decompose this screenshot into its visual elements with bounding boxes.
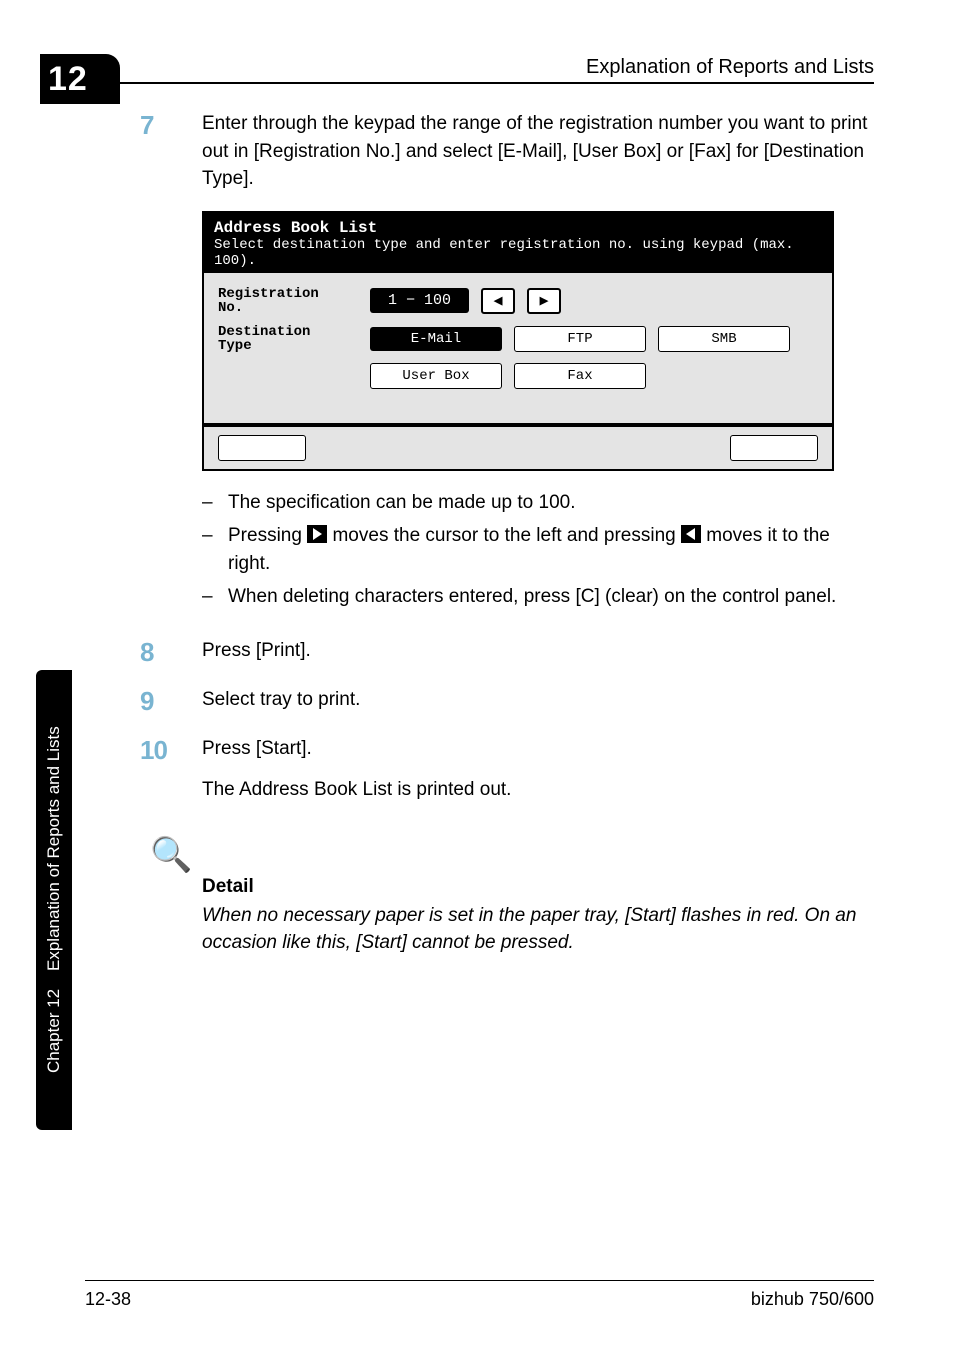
lcd-ftp-button[interactable]: FTP bbox=[514, 326, 646, 352]
lcd-subtitle: Select destination type and enter regist… bbox=[214, 237, 822, 269]
cursor-left-icon bbox=[681, 525, 701, 543]
lcd-screenshot: Address Book List Select destination typ… bbox=[202, 211, 834, 471]
step-7: 7 Enter through the keypad the range of … bbox=[140, 110, 874, 193]
magnifier-icon: 🔍 bbox=[150, 838, 874, 872]
note-1: The specification can be made up to 100. bbox=[202, 489, 874, 517]
page-header: 12 Explanation of Reports and Lists bbox=[0, 38, 874, 86]
step-8-number: 8 bbox=[140, 637, 202, 668]
detail-block: 🔍 Detail When no necessary paper is set … bbox=[202, 838, 874, 957]
side-tab-title: Explanation of Reports and Lists bbox=[44, 727, 64, 972]
note-2-part-a: Pressing bbox=[228, 525, 307, 546]
side-tab-label: Chapter 12 Explanation of Reports and Li… bbox=[36, 670, 72, 1130]
header-title: Explanation of Reports and Lists bbox=[586, 56, 874, 79]
page-footer: 12-38 bizhub 750/600 bbox=[85, 1280, 874, 1311]
note-2: Pressing moves the cursor to the left an… bbox=[202, 522, 874, 577]
step-8-text: Press [Print]. bbox=[202, 637, 311, 668]
chapter-number: 12 bbox=[48, 60, 88, 99]
lcd-title: Address Book List bbox=[214, 219, 822, 237]
step-10: 10 Press [Start]. The Address Book List … bbox=[140, 735, 874, 804]
footer-page-number: 12-38 bbox=[85, 1289, 131, 1310]
lcd-fax-button[interactable]: Fax bbox=[514, 363, 646, 389]
lcd-smb-button[interactable]: SMB bbox=[658, 326, 790, 352]
step-7-number: 7 bbox=[140, 110, 202, 193]
step-10-number: 10 bbox=[140, 735, 202, 804]
lcd-destination-label: Destination Type bbox=[218, 325, 358, 353]
note-2-part-b: moves the cursor to the left and pressin… bbox=[327, 525, 681, 546]
lcd-print-button[interactable]: Print bbox=[218, 435, 306, 461]
step-8: 8 Press [Print]. bbox=[140, 637, 874, 668]
lcd-arrow-right-button[interactable]: ▶ bbox=[527, 288, 561, 314]
lcd-email-button[interactable]: E-Mail bbox=[370, 327, 502, 351]
note-3: When deleting characters entered, press … bbox=[202, 583, 874, 611]
step-9-number: 9 bbox=[140, 686, 202, 717]
header-rule bbox=[85, 82, 874, 84]
step-7-notes: The specification can be made up to 100.… bbox=[202, 489, 874, 611]
lcd-close-button[interactable]: Close bbox=[730, 435, 818, 461]
detail-heading: Detail bbox=[202, 876, 874, 898]
footer-model: bizhub 750/600 bbox=[751, 1289, 874, 1310]
lcd-arrow-left-button[interactable]: ◀ bbox=[481, 288, 515, 314]
step-9: 9 Select tray to print. bbox=[140, 686, 874, 717]
lcd-userbox-button[interactable]: User Box bbox=[370, 363, 502, 389]
step-7-text: Enter through the keypad the range of th… bbox=[202, 110, 874, 193]
step-9-text: Select tray to print. bbox=[202, 686, 360, 717]
step-10-result: The Address Book List is printed out. bbox=[202, 776, 511, 804]
side-tab-chapter: Chapter 12 bbox=[44, 989, 64, 1073]
cursor-right-icon bbox=[307, 525, 327, 543]
lcd-registration-value: 1 − 100 bbox=[370, 288, 469, 313]
detail-body: When no necessary paper is set in the pa… bbox=[202, 902, 874, 957]
lcd-registration-label: Registration No. bbox=[218, 287, 358, 315]
step-10-text: Press [Start]. bbox=[202, 735, 511, 763]
footer-rule bbox=[85, 1280, 874, 1282]
